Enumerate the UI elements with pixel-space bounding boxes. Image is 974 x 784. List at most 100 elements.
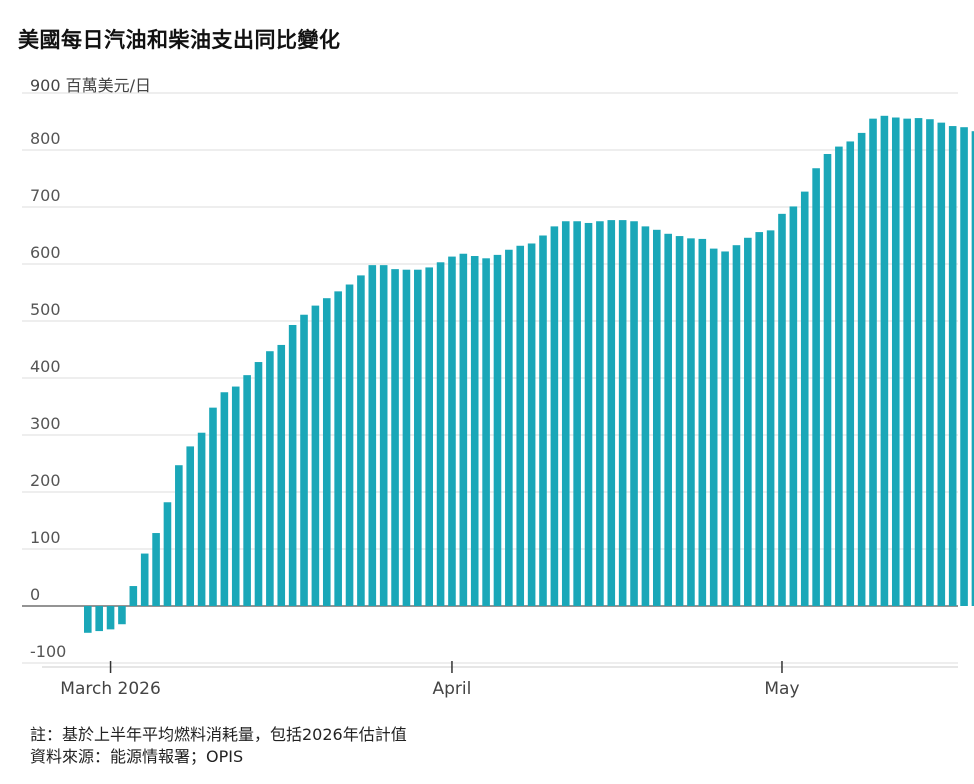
y-tick-label: 600 [30, 243, 61, 262]
y-tick-label: 100 [30, 528, 61, 547]
bar [664, 233, 672, 607]
bar [835, 146, 843, 606]
bar [721, 251, 729, 606]
bar [379, 265, 388, 606]
bar [391, 269, 399, 606]
bar [584, 222, 593, 606]
bar [140, 553, 149, 606]
bar [220, 392, 229, 606]
bar [960, 127, 968, 606]
bar [880, 115, 889, 607]
bar [573, 221, 581, 606]
bar [869, 118, 877, 607]
footer-note: 註：基於上半年平均燃料消耗量，包括2026年估計值 [30, 725, 407, 744]
bar [630, 221, 638, 606]
chart-title: 美國每日汽油和柴油支出同比變化 [18, 28, 341, 52]
bar [459, 253, 468, 607]
bar [607, 220, 616, 607]
bar [231, 386, 240, 606]
bar [197, 432, 206, 606]
y-axis-top-tick: 900 [30, 76, 61, 95]
bar [357, 275, 365, 606]
bar [800, 191, 809, 607]
footer: 註：基於上半年平均燃料消耗量，包括2026年估計值 資料來源：能源情報署；OPI… [30, 724, 407, 768]
bar [698, 238, 707, 607]
bar [163, 502, 172, 606]
y-axis-label: 百萬美元/日 [65, 76, 152, 95]
bar [687, 238, 695, 606]
x-tick-label: May [764, 679, 799, 699]
bar [106, 606, 115, 630]
bar [948, 126, 957, 606]
bar [766, 230, 775, 606]
bar [288, 324, 297, 606]
bar [846, 141, 855, 606]
bar [744, 237, 752, 606]
bar [926, 119, 934, 606]
bar [561, 221, 570, 606]
bar [527, 243, 536, 607]
bar [618, 220, 627, 607]
footer-source: 資料來源：能源情報署；OPIS [30, 747, 244, 766]
y-tick-label: 800 [30, 129, 61, 148]
y-tick-label: 200 [30, 471, 61, 490]
bar [823, 153, 832, 607]
bar [300, 314, 308, 606]
bar [118, 606, 126, 625]
bar [732, 245, 741, 606]
bar [311, 305, 320, 606]
bar [254, 362, 263, 606]
bar [436, 262, 445, 606]
bars [84, 115, 974, 633]
bar [322, 298, 331, 606]
bar [596, 221, 604, 606]
bar [539, 235, 547, 606]
bar [345, 284, 354, 606]
bar [903, 118, 911, 607]
bar [209, 407, 217, 606]
bar [95, 606, 103, 632]
bar [448, 256, 456, 606]
x-tick-label: March 2026 [60, 679, 161, 699]
bar [368, 265, 377, 606]
bar [914, 118, 923, 606]
bar [857, 132, 866, 606]
bar [266, 351, 274, 606]
bar [550, 226, 559, 606]
bar [789, 206, 798, 606]
bar [493, 254, 502, 606]
bar [641, 226, 650, 606]
bar [470, 256, 479, 606]
y-tick-label: 0 [30, 585, 40, 604]
bar [186, 446, 195, 606]
bar [129, 586, 138, 606]
bar [425, 267, 433, 606]
y-axis-unit-label: 900 百萬美元/日 [30, 72, 151, 96]
y-axis-ticks: -100 0 100 200 300 400 500 600 700 800 [30, 129, 66, 661]
bar [414, 269, 422, 606]
bar [84, 606, 92, 633]
bar [971, 131, 974, 606]
y-tick-label: 300 [30, 414, 61, 433]
bar [277, 344, 286, 606]
bar [709, 248, 718, 607]
y-tick-label: 700 [30, 186, 61, 205]
y-tick-label: -100 [30, 642, 66, 661]
bar [812, 168, 820, 607]
y-tick-label: 400 [30, 357, 61, 376]
bar [334, 291, 342, 606]
bar [891, 117, 900, 606]
bar [152, 533, 160, 606]
y-tick-label: 500 [30, 300, 61, 319]
x-tick-label: April [433, 679, 472, 699]
bar [937, 122, 946, 606]
bar [175, 465, 183, 606]
bar [755, 232, 764, 606]
bar [505, 249, 513, 606]
bar [482, 258, 490, 606]
x-axis: March 2026 April May [42, 661, 958, 699]
bar [653, 229, 661, 607]
bar [675, 236, 684, 606]
bar [778, 213, 786, 606]
